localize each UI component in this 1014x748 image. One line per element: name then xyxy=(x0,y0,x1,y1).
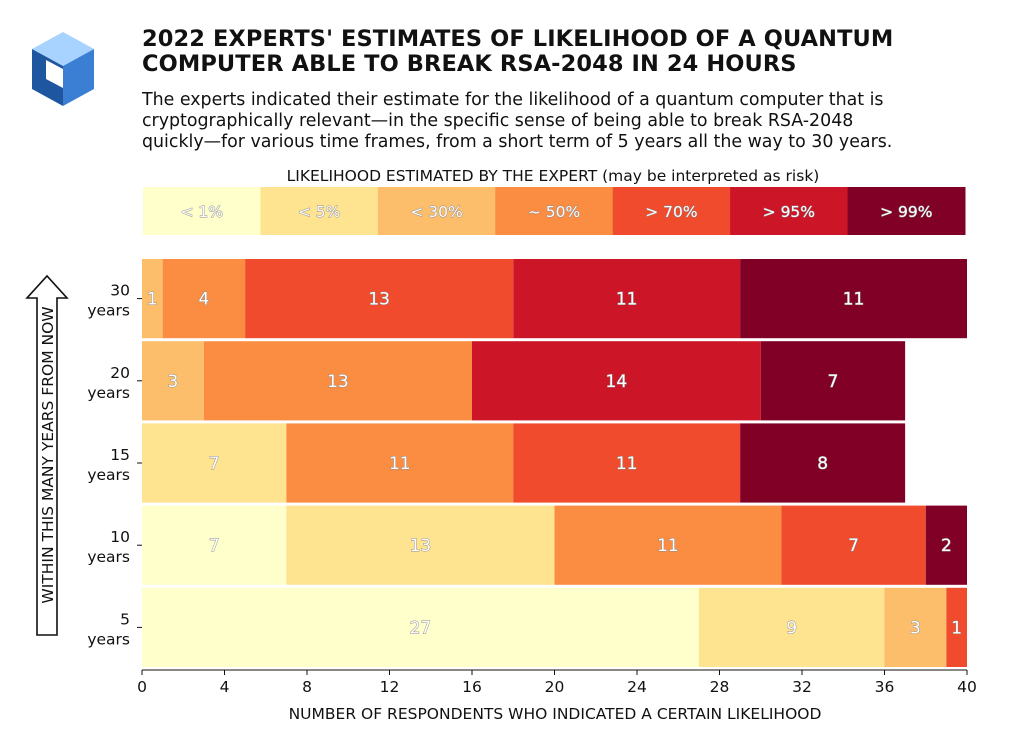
bar-segment xyxy=(472,341,761,421)
y-axis-title: WITHIN THIS MANY YEARS FROM NOW xyxy=(39,306,57,603)
legend-swatch xyxy=(847,187,966,235)
bar-segment xyxy=(925,505,967,585)
legend-swatch xyxy=(377,187,496,235)
legend-swatch xyxy=(612,187,731,235)
bar-value-label: 11 xyxy=(843,290,865,310)
x-tick-label: 40 xyxy=(957,678,977,696)
bar-segment xyxy=(142,505,287,585)
y-tick-label-number: 10 xyxy=(110,528,130,546)
bar-value-label: 8 xyxy=(817,454,828,474)
bar-segment xyxy=(740,259,967,339)
bar-value-label: 13 xyxy=(327,372,349,392)
bar-segment xyxy=(286,505,555,585)
bar-value-label: 13 xyxy=(368,290,390,310)
y-tick-label-unit: years xyxy=(87,466,130,484)
legend-swatch xyxy=(730,187,849,235)
chart-subtitle: The experts indicated their estimate for… xyxy=(142,90,992,153)
x-axis: 0 4 8 12 16 20 24 28 32 36 40 xyxy=(137,669,977,696)
bar-value-label: 9 xyxy=(786,618,797,638)
chart-title-line-1: 2022 EXPERTS' ESTIMATES OF LIKELIHOOD OF… xyxy=(142,26,894,52)
y-tick-label-number: 20 xyxy=(110,364,130,382)
y-tick-label-unit: years xyxy=(87,630,130,648)
bar-value-label: 27 xyxy=(410,618,432,638)
bar-segment xyxy=(203,341,472,421)
bar-value-label: 3 xyxy=(168,372,179,392)
legend-label: < 5% xyxy=(298,203,341,221)
legend-label: > 99% xyxy=(880,203,932,221)
legend-label: > 70% xyxy=(645,203,697,221)
cube-logo-icon xyxy=(32,32,94,106)
bar-segment xyxy=(554,505,782,585)
x-tick-label: 32 xyxy=(792,678,812,696)
bar-segment xyxy=(513,423,741,503)
legend-label: < 1% xyxy=(180,203,223,221)
legend-label: > 95% xyxy=(763,203,815,221)
bar-value-label: 13 xyxy=(410,536,432,556)
legend-swatch xyxy=(495,187,614,235)
chart-subtitle-line-3: quickly—for various time frames, from a … xyxy=(142,132,893,152)
bar-segment xyxy=(142,423,287,503)
bar-value-label: 7 xyxy=(209,454,220,474)
bar-segment xyxy=(286,423,514,503)
bar-value-label: 7 xyxy=(209,536,220,556)
bar-segment xyxy=(142,341,204,421)
bar-segment xyxy=(513,259,741,339)
bar-segment xyxy=(946,587,967,667)
x-tick-label: 0 xyxy=(137,678,147,696)
bar-segment xyxy=(245,259,514,339)
bar-value-label: 4 xyxy=(198,290,209,310)
legend: < 1% < 5% < 30% ~ 50% > 70% > 95% > 99% xyxy=(143,187,966,235)
bar-value-label: 14 xyxy=(606,372,628,392)
legend-label: ~ 50% xyxy=(528,203,580,221)
x-tick-label: 12 xyxy=(380,678,400,696)
x-tick-label: 28 xyxy=(710,678,730,696)
bar-segment xyxy=(142,259,163,339)
x-tick-label: 20 xyxy=(545,678,565,696)
bar-segment xyxy=(884,587,947,667)
bar-segment xyxy=(760,341,906,421)
y-tick-label-number: 30 xyxy=(110,282,130,300)
y-axis: 30 years 20 years 15 years 10 years 5 years xyxy=(87,282,142,648)
x-tick-label: 8 xyxy=(302,678,312,696)
x-tick-label: 24 xyxy=(627,678,647,696)
legend-title: LIKELIHOOD ESTIMATED BY THE EXPERT (may … xyxy=(287,167,820,185)
bar-value-label: 11 xyxy=(657,536,679,556)
legend-swatch xyxy=(143,187,261,235)
x-tick-label: 4 xyxy=(220,678,230,696)
bar-value-label: 1 xyxy=(951,618,962,638)
chart-title: 2022 EXPERTS' ESTIMATES OF LIKELIHOOD OF… xyxy=(142,27,992,77)
chart-subtitle-line-1: The experts indicated their estimate for… xyxy=(142,90,884,110)
chart-subtitle-line-2: cryptographically relevant—in the specif… xyxy=(142,111,854,131)
y-tick-label-unit: years xyxy=(87,384,130,402)
bar-value-label: 1 xyxy=(147,290,158,310)
bar-value-label: 2 xyxy=(941,536,952,556)
bar-segment xyxy=(142,587,699,667)
y-tick-label-unit: years xyxy=(87,302,130,320)
bar-value-label: 11 xyxy=(616,454,638,474)
bar-segment xyxy=(740,423,906,503)
bar-value-label: 11 xyxy=(616,290,638,310)
legend-label: < 30% xyxy=(410,203,462,221)
chart-title-line-2: COMPUTER ABLE TO BREAK RSA-2048 IN 24 HO… xyxy=(142,51,797,77)
x-tick-label: 36 xyxy=(875,678,895,696)
bar-segment xyxy=(781,505,926,585)
bar-value-label: 3 xyxy=(910,618,921,638)
bar-value-label: 7 xyxy=(828,372,839,392)
y-axis-title-arrow: WITHIN THIS MANY YEARS FROM NOW xyxy=(25,274,69,636)
y-tick-label-number: 15 xyxy=(110,446,130,464)
bar-value-label: 7 xyxy=(848,536,859,556)
bar-segment xyxy=(698,587,885,667)
bar-segment xyxy=(162,259,246,339)
bars: 1 4 13 11 113 13 14 77 11 11 87 13 11 7 227 9 3 1 xyxy=(142,259,967,667)
legend-swatch xyxy=(260,187,379,235)
x-tick-label: 16 xyxy=(462,678,482,696)
y-tick-label-unit: years xyxy=(87,548,130,566)
x-axis-title: NUMBER OF RESPONDENTS WHO INDICATED A CE… xyxy=(289,705,822,723)
y-tick-label-number: 5 xyxy=(120,610,130,628)
bar-value-label: 11 xyxy=(389,454,411,474)
